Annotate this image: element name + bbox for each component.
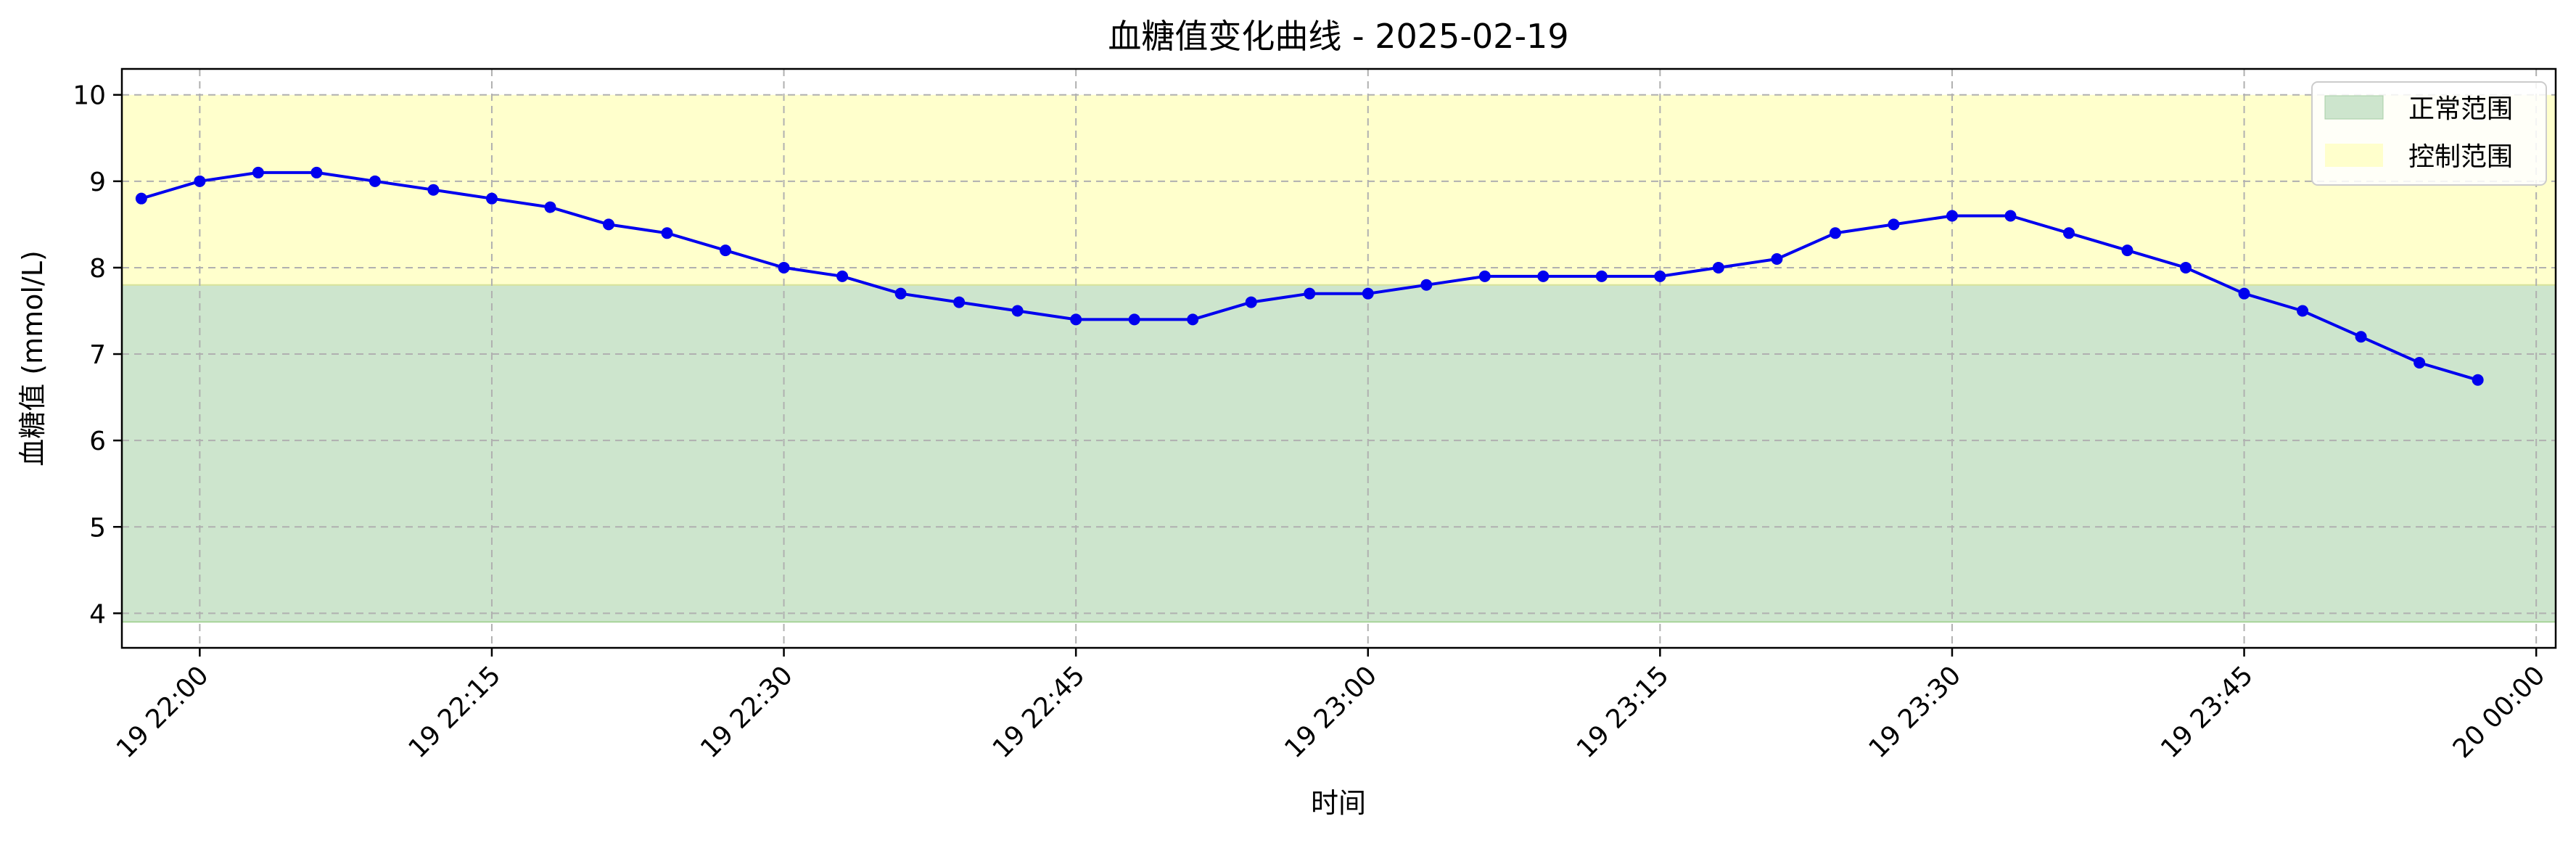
glucose-point [1420,279,1433,291]
glucose-point [953,296,966,308]
legend-swatch-control [2325,144,2383,167]
glucose-point [1070,313,1082,326]
plot-area [120,67,2557,649]
plot-frame [120,67,2557,649]
glucose-point [1128,313,1140,326]
y-axis: 4 5 6 7 8 9 10 [73,81,122,629]
glucose-point [778,261,790,274]
x-tick-label: 19 22:45 [987,660,1091,764]
x-tick-label: 19 22:30 [695,660,799,764]
glucose-point [544,201,556,213]
glucose-point [485,192,498,205]
glucose-point [252,166,264,178]
x-tick-label: 19 23:00 [1279,660,1383,764]
legend-label-control: 控制范围 [2408,142,2513,172]
glucose-point [2004,210,2017,222]
glucose-point [2238,287,2250,300]
glucose-point [1304,287,1316,300]
range-band-0 [122,284,2556,622]
glucose-point [1595,270,1608,282]
glucose-point [2121,244,2133,257]
glucose-point [2355,331,2367,343]
glucose-point [2414,356,2426,369]
x-tick-label: 19 23:30 [1863,660,1967,764]
y-tick-label: 4 [89,599,106,629]
x-tick-label: 19 23:45 [2155,660,2259,764]
glucose-point [661,227,673,239]
glucose-point [194,175,206,187]
glucose-point [1771,253,1783,266]
glucose-point [1712,261,1724,274]
y-tick-label: 5 [89,513,106,543]
glucose-point [427,184,440,196]
glucose-point [1537,270,1550,282]
glucose-point [2297,305,2309,317]
glucose-point [1946,210,1958,222]
y-axis-label: 血糖值 (mmol/L) [17,250,49,466]
glucose-point [1187,313,1199,326]
x-tick-label: 19 22:00 [111,660,215,764]
y-tick-label: 10 [73,81,106,111]
glucose-point [894,287,907,300]
glucose-point [369,175,381,187]
x-tick-label: 20 00:00 [2448,660,2551,764]
legend-label-normal: 正常范围 [2408,94,2513,124]
glucose-point [2063,227,2075,239]
glucose-point [310,166,323,178]
glucose-point [1011,305,1024,317]
y-tick-label: 6 [89,427,106,456]
glucose-point [603,218,614,231]
y-tick-label: 9 [89,168,106,197]
glucose-point [2472,374,2484,386]
x-axis-label: 时间 [1311,787,1366,819]
legend-swatch-normal [2324,95,2384,120]
glucose-point [1888,218,1900,231]
x-axis: 19 22:00 19 22:15 19 22:30 19 22:45 19 23:00… [111,648,2551,764]
x-tick-label: 19 23:15 [1571,660,1675,764]
x-tick-label: 19 22:15 [403,660,506,764]
glucose-point [1829,227,1841,239]
glucose-point [135,192,147,205]
glucose-point [1362,287,1374,300]
glucose-point [1478,270,1491,282]
legend: 正常范围 控制范围 [2311,81,2547,186]
glucose-point [720,244,732,257]
glucose-point [836,270,849,282]
glucose-point [2180,261,2192,274]
y-tick-label: 8 [89,254,106,284]
chart-title: 血糖值变化曲线 - 2025-02-19 [1108,17,1568,56]
glucose-point [1654,270,1666,282]
glucose-point [1245,296,1257,308]
y-tick-label: 7 [89,340,106,370]
range-band-1 [122,94,2556,285]
